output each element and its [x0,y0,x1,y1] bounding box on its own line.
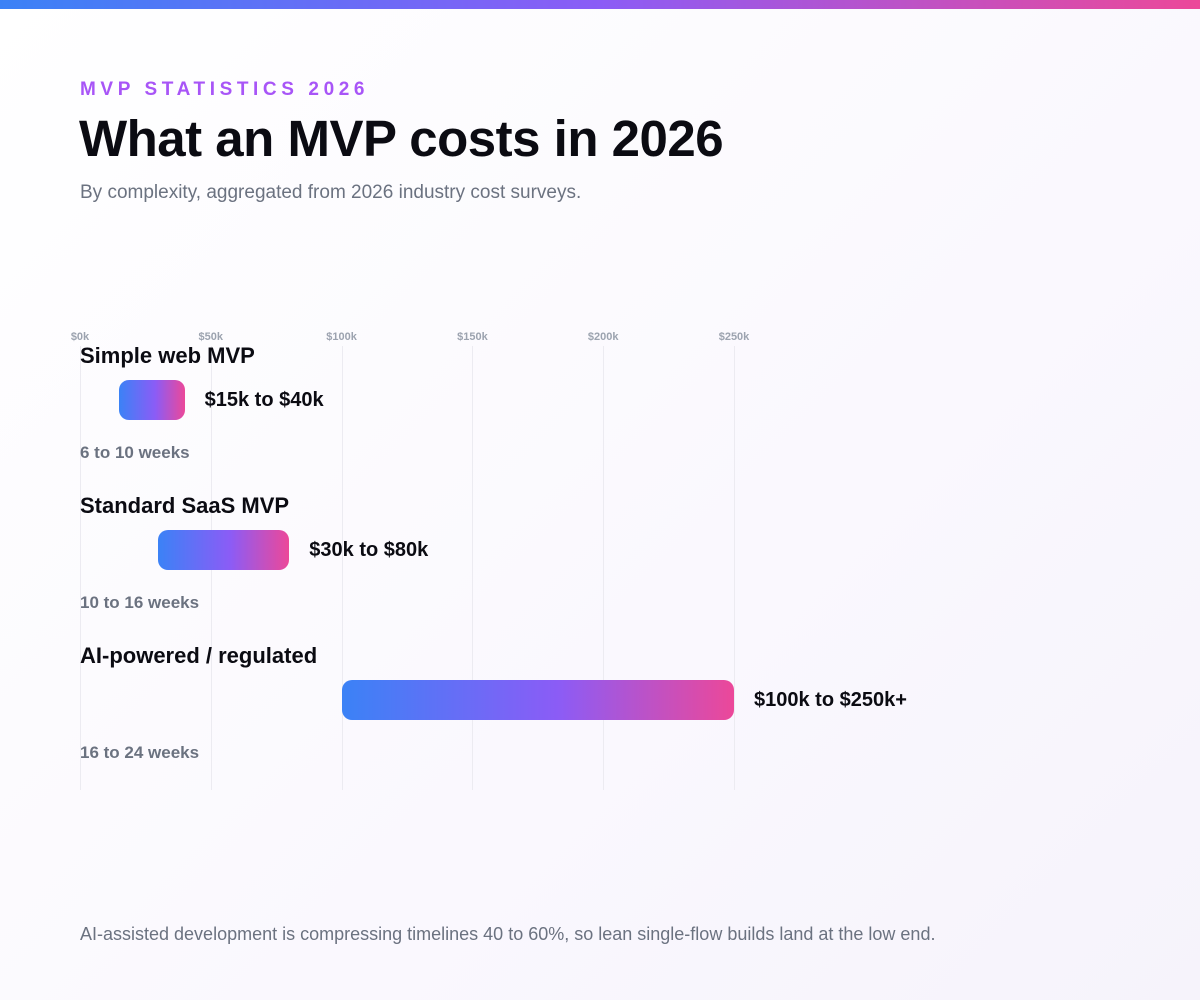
x-tick-label: $50k [198,331,224,343]
page-title: What an MVP costs in 2026 [79,110,724,167]
gridline [734,346,735,790]
category-label: AI-powered / regulated [80,643,318,668]
gridline [80,346,81,790]
x-tick-label: $200k [587,331,619,343]
range-bar [119,380,185,420]
gridline [603,346,605,790]
x-tick-label: $150k [457,331,488,343]
x-tick-label: $250k [718,331,750,343]
page-subtitle: By complexity, aggregated from 2026 indu… [80,182,582,203]
duration-label: 10 to 16 weeks [80,593,200,612]
x-tick-label: $100k [326,331,357,343]
top-gradient-bar [0,0,1200,9]
duration-label: 6 to 10 weeks [80,443,190,462]
range-bar [341,680,734,720]
range-bar [158,530,290,570]
category-label: Simple web MVP [80,343,255,368]
gridline [472,346,474,790]
x-tick-label: $0k [70,331,90,343]
category-label: Standard SaaS MVP [80,493,290,518]
eyebrow-label: MVP STATISTICS 2026 [80,79,370,100]
gridline [341,346,343,790]
duration-label: 16 to 24 weeks [80,743,200,762]
range-value-label: $30k to $80k [309,539,429,561]
range-value-label: $15k to $40k [204,389,324,411]
range-value-label: $100k to $250k+ [754,689,907,711]
footnote: AI-assisted development is compressing t… [80,924,936,944]
